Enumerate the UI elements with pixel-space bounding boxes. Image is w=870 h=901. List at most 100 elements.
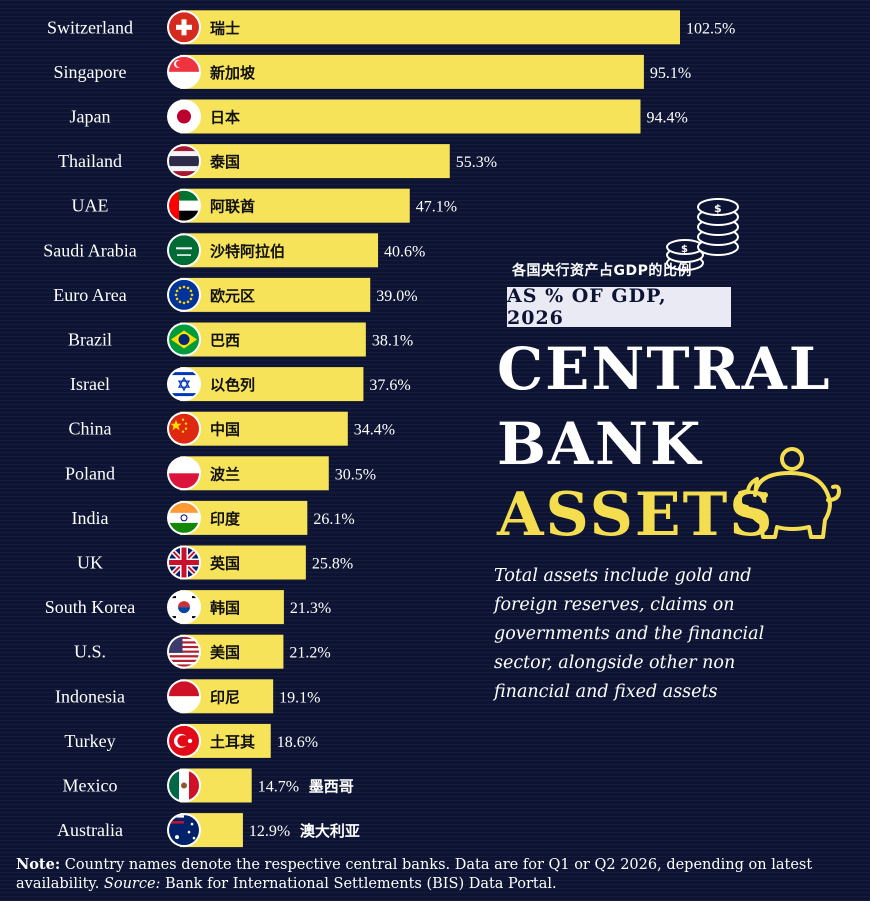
description-text: Total assets include gold and foreign re… <box>494 566 765 702</box>
value-label: 40.6% <box>384 243 425 260</box>
bar-row: Saudi Arabia 沙特阿拉伯 40.6% <box>43 233 425 268</box>
bar-row: Indonesia 印尼 19.1% <box>55 679 320 714</box>
country-label: Singapore <box>54 62 127 82</box>
value-label: 37.6% <box>369 377 410 394</box>
value-label: 102.5% <box>686 20 735 37</box>
value-label: 39.0% <box>376 288 417 305</box>
saudi-arabia-flag <box>167 233 201 268</box>
chinese-name-label: 印度 <box>210 510 241 528</box>
source-label: Source: <box>103 876 161 892</box>
india-flag <box>167 500 201 535</box>
chinese-name-label: 巴西 <box>210 332 240 350</box>
bar-row: Turkey 土耳其 18.6% <box>64 723 318 758</box>
bar-row: South Korea 韩国 21.3% <box>45 590 331 625</box>
chinese-name-label: 波兰 <box>210 465 240 483</box>
chinese-name-label: 瑞士 <box>210 19 240 37</box>
indonesia-flag <box>167 679 201 714</box>
title-line-bank: BANK <box>497 410 703 478</box>
bar-row: UAE 阿联酋 47.1% <box>72 188 457 223</box>
australia-flag <box>167 813 201 848</box>
value-label: 18.6% <box>277 734 318 751</box>
bar <box>180 367 364 402</box>
value-label: 12.9% <box>249 823 290 840</box>
chinese-name-label: 墨西哥 <box>309 778 354 796</box>
poland-flag <box>167 456 201 491</box>
value-label: 55.3% <box>456 154 497 171</box>
note-text: Country names denote the respective cent… <box>16 857 813 892</box>
country-label: South Korea <box>45 597 135 617</box>
china-flag <box>167 411 201 446</box>
brazil-flag <box>167 322 201 357</box>
country-label: Japan <box>70 107 111 127</box>
value-label: 21.3% <box>290 600 331 617</box>
bar-row: Israel 以色列 37.6% <box>70 367 411 402</box>
bar <box>180 54 644 89</box>
country-label: Australia <box>57 820 123 840</box>
country-label: Switzerland <box>47 17 133 37</box>
bar-row: Australia 澳大利亚 12.9% <box>57 813 360 848</box>
bar-row: U.S. 美国 21.2% <box>74 634 331 669</box>
country-label: Mexico <box>63 776 118 796</box>
bar-row: UK 英国 25.8% <box>77 545 353 580</box>
country-label: Thailand <box>58 151 122 171</box>
israel-flag <box>167 367 201 402</box>
bar-row: India 印度 26.1% <box>72 500 355 535</box>
south-korea-flag <box>167 590 201 625</box>
value-label: 94.4% <box>646 110 687 127</box>
chinese-title: 各国央行资产占GDP的比例 <box>512 263 692 279</box>
value-label: 19.1% <box>279 689 320 706</box>
chinese-name-label: 欧元区 <box>210 287 255 305</box>
thailand-flag <box>167 144 201 179</box>
uk-flag <box>167 545 201 580</box>
chinese-name-label: 新加坡 <box>210 64 255 82</box>
value-label: 38.1% <box>372 333 413 350</box>
chinese-name-label: 韩国 <box>210 599 240 617</box>
value-label: 30.5% <box>335 466 376 483</box>
country-label: UK <box>77 553 103 573</box>
bar-row: Poland 波兰 30.5% <box>65 456 376 491</box>
coin-stack-icon: $ $ <box>660 195 750 279</box>
country-label: India <box>72 508 109 528</box>
bar <box>180 233 379 268</box>
chinese-name-label: 阿联酋 <box>210 198 255 216</box>
bar <box>180 10 680 45</box>
japan-flag <box>167 99 201 134</box>
turkey-flag <box>167 723 201 758</box>
bar-row: Mexico 墨西哥 14.7% <box>63 768 354 803</box>
country-label: Brazil <box>68 330 112 350</box>
value-label: 14.7% <box>258 779 299 796</box>
bar-row: Switzerland 瑞士 102.5% <box>47 10 735 45</box>
country-label: U.S. <box>74 642 106 662</box>
bar-row: Euro Area 欧元区 39.0% <box>53 277 418 312</box>
bar-row: China 中国 34.4% <box>69 411 395 446</box>
chinese-name-label: 泰国 <box>209 153 240 171</box>
chinese-name-label: 日本 <box>210 109 240 127</box>
chinese-name-label: 土耳其 <box>210 733 255 751</box>
country-label: China <box>69 419 112 439</box>
country-label: Israel <box>70 374 110 394</box>
value-label: 95.1% <box>650 65 691 82</box>
bar-row: Brazil 巴西 38.1% <box>68 322 413 357</box>
bar <box>180 322 366 357</box>
value-label: 25.8% <box>312 556 353 573</box>
bar-row: Thailand 泰国 55.3% <box>58 144 497 179</box>
country-label: Poland <box>65 463 115 483</box>
chinese-name-label: 美国 <box>210 644 240 662</box>
value-label: 26.1% <box>313 511 354 528</box>
bar <box>180 411 348 446</box>
singapore-flag <box>167 54 201 89</box>
chinese-name-label: 英国 <box>210 555 240 573</box>
value-label: 34.4% <box>354 422 395 439</box>
chinese-name-label: 以色列 <box>210 376 255 394</box>
country-label: Turkey <box>64 731 115 751</box>
subtitle: AS % OF GDP, 2026 <box>507 285 731 329</box>
title-line-central: CENTRAL <box>497 335 832 403</box>
note-label: Note: <box>16 856 61 873</box>
footer-note: Note: Country names denote the respectiv… <box>16 855 861 894</box>
euro-area-flag <box>167 277 201 312</box>
title-line-assets: ASSETS <box>497 480 775 550</box>
value-label: 47.1% <box>416 199 457 216</box>
piggy-bank-icon <box>735 445 850 554</box>
country-label: Indonesia <box>55 686 125 706</box>
